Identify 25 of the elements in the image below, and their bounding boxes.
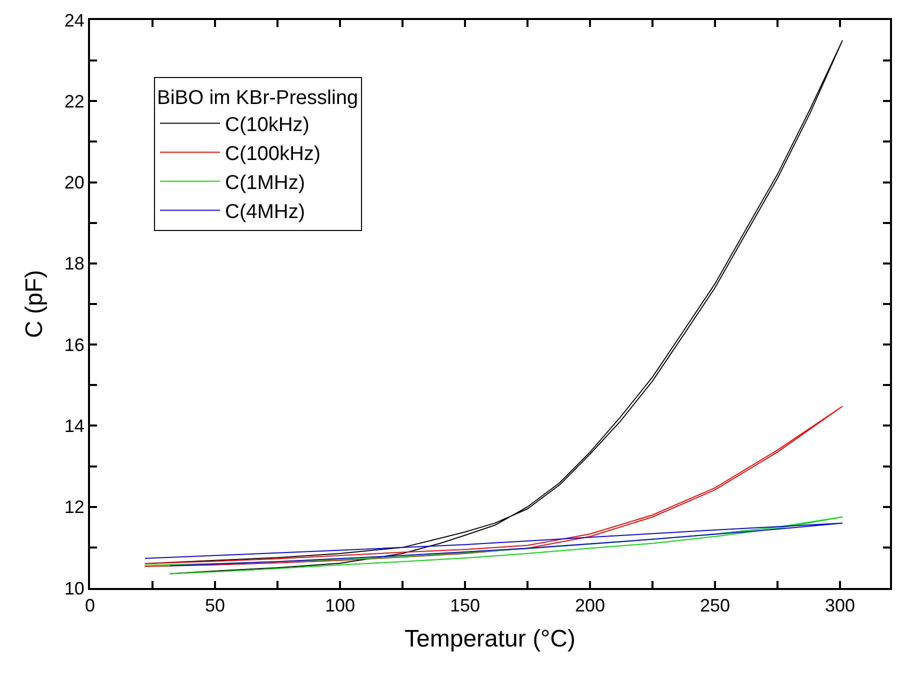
y-tick-label: 16 [64,334,84,355]
y-tick-label: 22 [64,91,84,112]
y-tick-label: 24 [64,10,84,30]
legend-title: BiBO im KBr-Pressling [157,86,358,109]
x-axis-title: Temperatur (°C) [404,625,576,652]
x-tick-label: 100 [324,596,356,616]
line-series [144,516,843,574]
legend-label: C(10kHz) [225,114,310,136]
x-tick-label: 150 [450,596,480,616]
y-tick-label: 12 [64,497,84,518]
y-tick-label: 18 [64,254,84,274]
line-series [144,406,843,567]
legend-label: C(100kHz) [225,143,321,166]
legend-label: C(1MHz) [225,172,305,194]
y-tick-label: 10 [64,578,84,598]
x-tick-label: 250 [700,596,730,616]
y-tick-label: 20 [64,172,84,193]
line-series [144,522,843,566]
x-tick-label: 200 [574,596,606,616]
x-tick-label: 0 [84,596,96,616]
x-tick-label: 300 [824,596,856,616]
y-axis-title: C (pF) [20,270,48,338]
x-tick-label: 50 [204,596,226,616]
y-tick-label: 14 [64,416,84,436]
legend-label: C(4MHz) [225,201,305,224]
